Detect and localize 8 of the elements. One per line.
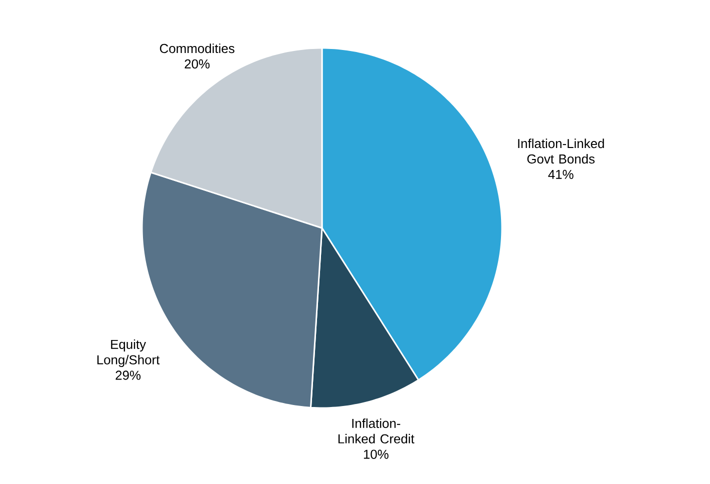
slice-label: Inflation-Linked Govt Bonds [518, 138, 604, 164]
slice-label: Commodities [160, 44, 234, 54]
data-label: 10% [364, 450, 388, 459]
data-label: 41% [548, 170, 574, 179]
data-label: 29% [116, 370, 141, 380]
slice-label: Inflation-Linked Credit [338, 418, 414, 444]
data-label: 20% [184, 59, 210, 69]
slice-label: Equity Long/Short [97, 339, 160, 367]
